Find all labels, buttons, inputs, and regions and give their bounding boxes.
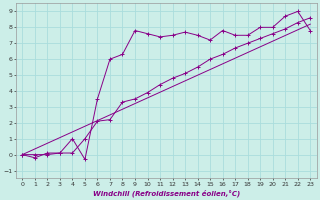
X-axis label: Windchill (Refroidissement éolien,°C): Windchill (Refroidissement éolien,°C) xyxy=(93,189,240,197)
